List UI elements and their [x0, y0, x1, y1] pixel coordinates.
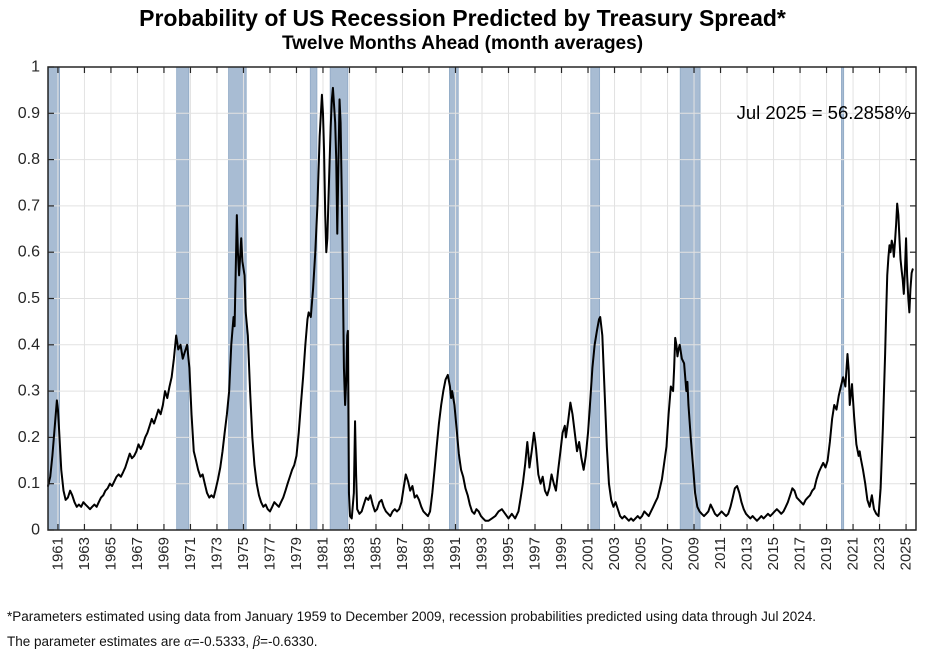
x-tick-label: 1965: [102, 537, 119, 570]
x-tick-label: 1979: [288, 537, 305, 570]
alpha-value: =-0.5333,: [191, 634, 253, 649]
x-tick-label: 2019: [818, 537, 835, 570]
x-tick-label: 2011: [712, 537, 729, 569]
x-tick-label: 2009: [686, 537, 703, 570]
y-tick-label: 0.8: [18, 151, 40, 168]
y-tick-label: 0.6: [18, 244, 40, 261]
x-tick-label: 2021: [845, 537, 862, 570]
y-tick-label: 0.3: [18, 383, 40, 400]
x-tick-label: 1989: [420, 537, 437, 570]
alpha-symbol: α: [184, 634, 192, 650]
plot-area: 0 0.1 0.2 0.3 0.4 0.5 0.6 0.7 0.8 0.9 1 1961 1963 196…: [18, 59, 917, 570]
x-tick-label: 1993: [474, 537, 491, 570]
beta-symbol: β: [252, 634, 261, 650]
x-tick-label: 1985: [367, 537, 384, 570]
axis-frame: [47, 66, 917, 531]
y-tick-label: 0.4: [18, 336, 40, 353]
y-tick-label: 0.5: [18, 290, 40, 307]
y-tick-label: 0.1: [18, 475, 40, 492]
chart-subtitle: Twelve Months Ahead (month averages): [281, 33, 644, 54]
y-tick-label: 0: [31, 522, 40, 539]
x-tick-label: 1967: [129, 537, 146, 570]
y-tick-label: 0.7: [18, 197, 40, 214]
x-tick-label: 1991: [447, 537, 464, 570]
x-tick-label: 1973: [208, 537, 225, 570]
footnote-line-2: The parameter estimates are α=-0.5333, β…: [7, 634, 318, 651]
x-tick-label: 1971: [182, 537, 199, 570]
x-tick-label: 1961: [49, 537, 66, 570]
x-tick-label: 2013: [739, 537, 756, 570]
latest-value-annotation: Jul 2025 = 56.2858%: [736, 102, 911, 123]
x-tick-label: 1981: [314, 537, 331, 570]
x-tick-label: 2007: [659, 537, 676, 570]
x-tick-label: 2001: [580, 537, 597, 570]
x-tick-label: 2017: [792, 537, 809, 570]
x-tick-label: 2023: [871, 537, 888, 570]
y-tick-label: 0.9: [18, 105, 40, 122]
beta-value: =-0.6330.: [260, 634, 318, 649]
x-tick-label: 1995: [500, 537, 517, 570]
x-tick-label: 1999: [553, 537, 570, 570]
x-tick-label: 2003: [606, 537, 623, 570]
x-tick-label: 2015: [765, 537, 782, 570]
x-tick-label: 2025: [898, 537, 915, 570]
x-tick-label: 2005: [633, 537, 650, 570]
probability-line: [47, 86, 914, 522]
x-tick-label: 1969: [155, 537, 172, 570]
x-tick-label: 1963: [76, 537, 93, 570]
x-tick-label: 1997: [527, 537, 544, 570]
x-tick-label: 1977: [261, 537, 278, 570]
chart-title: Probability of US Recession Predicted by…: [139, 5, 786, 31]
y-tick-label: 1: [31, 59, 40, 76]
footnote-line-2-text: The parameter estimates are: [7, 634, 185, 649]
x-tick-label: 1987: [394, 537, 411, 570]
footnote-line-1: *Parameters estimated using data from Ja…: [7, 609, 816, 624]
x-tick-label: 1983: [341, 537, 358, 570]
x-tick-label: 1975: [235, 537, 252, 570]
y-tick-label: 0.2: [18, 429, 40, 446]
